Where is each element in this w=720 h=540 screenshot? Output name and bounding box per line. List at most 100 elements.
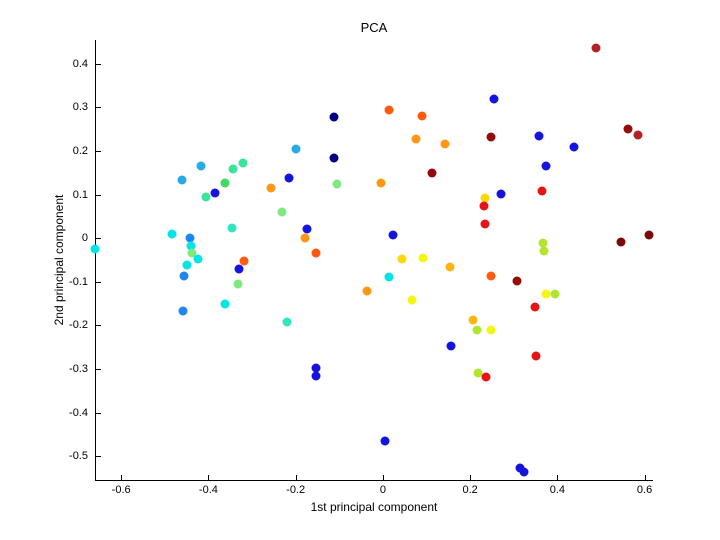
scatter-point	[193, 254, 203, 264]
x-axis-label: 1st principal component	[310, 500, 438, 514]
scatter-point	[569, 142, 579, 151]
y-tick-label: 0	[81, 232, 88, 245]
scatter-point	[473, 368, 483, 378]
scatter-point	[427, 168, 437, 178]
y-tick-label: -0.1	[69, 275, 88, 288]
scatter-point	[362, 286, 372, 296]
scatter-point	[411, 134, 421, 144]
x-tick-label: -0.6	[111, 484, 131, 496]
x-tick	[295, 475, 297, 480]
scatter-point	[480, 193, 489, 203]
scatter-point	[228, 164, 238, 174]
scatter-point	[479, 201, 489, 211]
y-tick-label: -0.4	[69, 406, 88, 419]
x-tick	[121, 475, 123, 480]
scatter-point	[496, 189, 506, 199]
scatter-point	[302, 224, 312, 234]
scatter-point	[534, 131, 544, 141]
scatter-point	[311, 371, 321, 381]
scatter-point	[233, 279, 243, 289]
y-tick	[96, 325, 101, 327]
scatter-point	[332, 179, 342, 189]
scatter-point	[376, 178, 386, 188]
scatter-point	[210, 188, 220, 198]
scatter-point	[329, 153, 339, 163]
scatter-point	[417, 111, 427, 121]
scatter-point	[187, 248, 197, 258]
scatter-point	[384, 105, 394, 115]
scatter-point	[388, 230, 398, 240]
y-tick-label: 0.1	[72, 188, 88, 201]
scatter-point	[239, 256, 249, 266]
y-tick-label: 0.4	[72, 57, 88, 70]
scatter-point	[472, 325, 482, 335]
x-axis-line	[95, 480, 653, 481]
scatter-point	[234, 264, 243, 274]
x-tick-label: 0	[379, 484, 386, 496]
y-axis-label: 2nd principal component	[52, 194, 66, 326]
scatter-point	[519, 467, 529, 477]
scatter-point	[220, 299, 230, 309]
scatter-point	[541, 161, 551, 171]
chart-title: PCA	[360, 20, 388, 35]
scatter-point	[182, 260, 192, 270]
scatter-point	[266, 183, 276, 193]
scatter-point	[591, 43, 601, 53]
y-tick	[96, 456, 101, 458]
y-tick	[96, 369, 101, 371]
scatter-point	[300, 233, 310, 243]
scatter-point	[489, 94, 499, 104]
scatter-point	[291, 144, 301, 154]
scatter-point	[445, 262, 455, 272]
scatter-point	[537, 186, 547, 196]
scatter-point	[380, 436, 390, 446]
scatter-point	[531, 351, 541, 361]
y-tick-label: -0.3	[69, 363, 88, 376]
scatter-point	[397, 254, 407, 264]
scatter-point	[282, 317, 292, 327]
scatter-point	[541, 289, 551, 299]
scatter-point	[90, 244, 100, 254]
scatter-point	[186, 241, 196, 251]
scatter-point	[550, 289, 560, 299]
x-tick-label: -0.4	[198, 484, 218, 496]
scatter-point	[311, 248, 321, 258]
y-tick-label: -0.5	[69, 450, 88, 463]
scatter-point	[486, 132, 496, 142]
scatter-point	[277, 207, 287, 217]
y-tick	[96, 281, 101, 283]
scatter-point	[515, 463, 525, 473]
scatter-point	[468, 315, 478, 325]
scatter-point	[220, 178, 230, 188]
x-tick	[382, 475, 384, 480]
x-tick-label: 0.4	[549, 484, 565, 496]
y-tick-label: 0.2	[72, 144, 88, 157]
y-tick	[96, 238, 101, 240]
x-tick	[208, 475, 210, 480]
scatter-point	[196, 161, 206, 171]
scatter-point	[486, 325, 496, 335]
x-tick-label: 0.2	[462, 484, 478, 496]
scatter-point	[227, 223, 237, 233]
scatter-point	[238, 158, 248, 168]
scatter-point	[481, 372, 491, 382]
scatter-point	[418, 253, 428, 263]
x-tick	[644, 475, 646, 480]
scatter-point	[512, 276, 522, 286]
scatter-point	[384, 272, 394, 282]
scatter-point	[284, 173, 294, 183]
x-tick	[557, 475, 559, 480]
scatter-point	[538, 238, 548, 248]
y-tick	[96, 194, 101, 196]
y-tick-label: 0.3	[72, 101, 88, 114]
scatter-point	[539, 246, 549, 256]
x-tick-label: 0.6	[636, 484, 653, 496]
scatter-point	[633, 130, 643, 140]
y-axis-line	[95, 40, 96, 481]
x-tick	[470, 475, 472, 480]
scatter-point	[446, 341, 456, 351]
scatter-point	[178, 306, 188, 316]
scatter-point	[480, 219, 489, 229]
y-tick	[96, 412, 101, 414]
